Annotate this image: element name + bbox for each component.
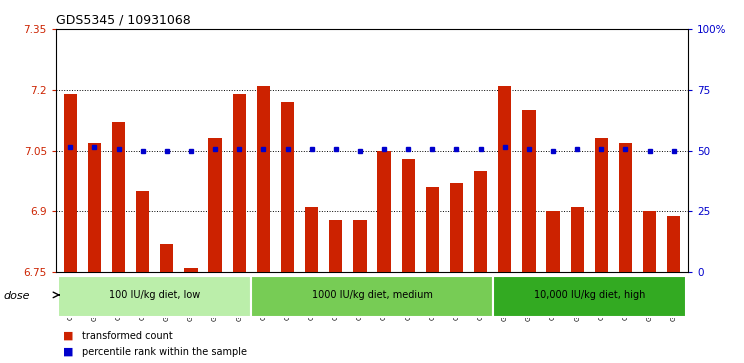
Text: 100 IU/kg diet, low: 100 IU/kg diet, low: [109, 290, 200, 300]
Bar: [571, 207, 584, 272]
Bar: [426, 187, 439, 272]
Bar: [594, 138, 608, 272]
Bar: [643, 211, 656, 272]
Bar: [353, 220, 367, 272]
Bar: [185, 268, 198, 272]
Bar: [233, 94, 246, 272]
Bar: [64, 94, 77, 272]
Bar: [58, 276, 251, 317]
Bar: [257, 86, 270, 272]
Bar: [251, 276, 493, 317]
Bar: [619, 143, 632, 272]
Bar: [281, 102, 294, 272]
Bar: [329, 220, 342, 272]
Bar: [474, 171, 487, 272]
Bar: [667, 216, 680, 272]
Text: ■: ■: [63, 347, 74, 357]
Text: transformed count: transformed count: [82, 331, 173, 341]
Bar: [160, 244, 173, 272]
Text: percentile rank within the sample: percentile rank within the sample: [82, 347, 247, 357]
Text: 1000 IU/kg diet, medium: 1000 IU/kg diet, medium: [312, 290, 432, 300]
Bar: [546, 211, 559, 272]
Bar: [88, 143, 101, 272]
Bar: [402, 159, 415, 272]
Bar: [377, 151, 391, 272]
Bar: [498, 86, 511, 272]
Bar: [208, 138, 222, 272]
Bar: [305, 207, 318, 272]
Text: 10,000 IU/kg diet, high: 10,000 IU/kg diet, high: [533, 290, 645, 300]
Bar: [136, 191, 150, 272]
Text: dose: dose: [4, 291, 31, 301]
Text: ■: ■: [63, 331, 74, 341]
Bar: [493, 276, 686, 317]
Text: GDS5345 / 10931068: GDS5345 / 10931068: [56, 13, 190, 26]
Bar: [522, 110, 536, 272]
Bar: [450, 183, 463, 272]
Bar: [112, 122, 125, 272]
